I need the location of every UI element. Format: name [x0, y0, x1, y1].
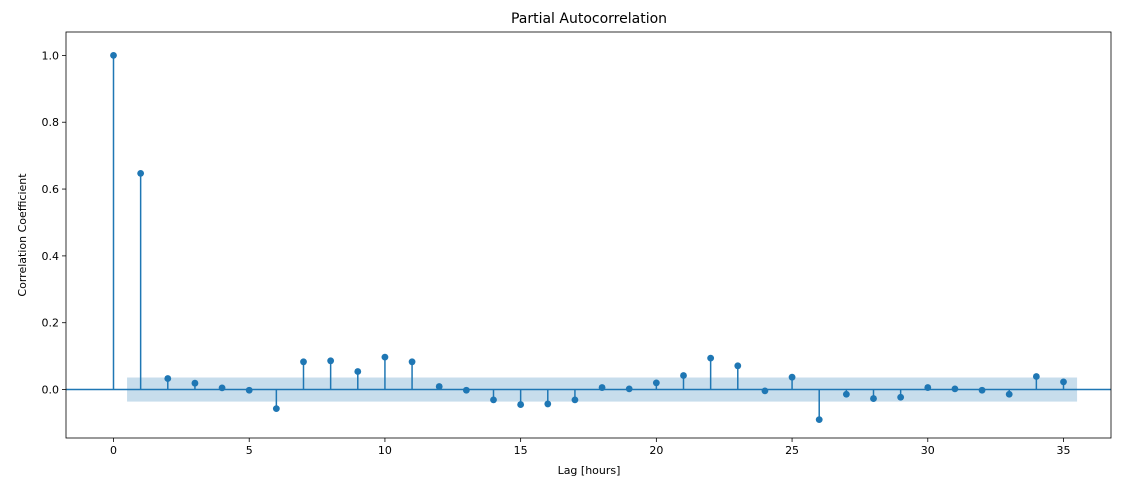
- y-tick-label-4: 0.8: [42, 116, 60, 129]
- marker-lag-20: [652, 379, 660, 387]
- marker-lag-34: [1032, 373, 1040, 380]
- marker-lag-18: [598, 384, 606, 391]
- y-tick-label-0: 0.0: [42, 384, 60, 397]
- marker-lag-35: [1060, 378, 1067, 386]
- x-axis-title: Lag [hours]: [558, 464, 621, 477]
- marker-lag-19: [625, 385, 633, 393]
- x-axis-ticks: 0 5 10 15 20 25 30 35: [110, 438, 1071, 457]
- marker-lag-28: [870, 395, 877, 402]
- marker-lag-6: [272, 405, 280, 412]
- marker-lag-8: [327, 357, 335, 365]
- marker-lag-14: [490, 396, 497, 404]
- marker-lag-22: [707, 354, 715, 362]
- marker-lag-5: [245, 386, 253, 394]
- x-tick-label-15: 15: [514, 444, 528, 457]
- x-tick-label-30: 30: [921, 444, 935, 457]
- marker-lag-30: [924, 384, 932, 391]
- x-tick-label-20: 20: [649, 444, 663, 457]
- marker-lag-12: [435, 383, 443, 390]
- plot-frame: [65, 31, 1112, 439]
- marker-lag-27: [842, 390, 850, 398]
- marker-lag-29: [897, 393, 905, 401]
- marker-lag-9: [354, 368, 362, 375]
- y-tick-label-2: 0.4: [42, 250, 60, 263]
- y-axis-ticks: 0.0 0.2 0.4 0.6 0.8 1.0: [42, 49, 66, 397]
- marker-lag-31: [951, 385, 959, 393]
- x-tick-label-5: 5: [246, 444, 253, 457]
- x-tick-label-25: 25: [785, 444, 799, 457]
- marker-lag-26: [815, 416, 823, 424]
- marker-lag-16: [544, 400, 552, 408]
- y-tick-label-5: 1.0: [42, 49, 60, 62]
- marker-lag-32: [978, 386, 986, 394]
- chart-title: Partial Autocorrelation: [511, 11, 667, 27]
- marker-lag-7: [300, 358, 307, 366]
- stem-layer: [112, 55, 1065, 420]
- marker-lag-25: [788, 373, 796, 381]
- marker-lag-10: [381, 353, 389, 361]
- x-tick-label-10: 10: [378, 444, 392, 457]
- marker-lag-2: [164, 375, 172, 382]
- x-tick-label-35: 35: [1057, 444, 1071, 457]
- marker-lag-0: [110, 51, 117, 59]
- marker-lag-3: [191, 379, 199, 387]
- y-tick-label-3: 0.6: [42, 183, 60, 196]
- marker-lag-21: [680, 372, 687, 379]
- y-tick-label-1: 0.2: [42, 317, 60, 330]
- marker-layer: [110, 51, 1067, 424]
- marker-lag-33: [1005, 390, 1013, 398]
- marker-lag-11: [408, 358, 416, 366]
- marker-lag-4: [218, 384, 226, 392]
- x-tick-label-0: 0: [110, 444, 117, 457]
- y-axis-title: Correlation Coefficient: [16, 173, 29, 297]
- marker-lag-23: [734, 362, 742, 370]
- marker-lag-15: [517, 401, 525, 408]
- marker-lag-17: [571, 396, 579, 404]
- marker-lag-24: [761, 387, 769, 395]
- marker-lag-1: [137, 169, 145, 177]
- marker-lag-13: [462, 386, 470, 394]
